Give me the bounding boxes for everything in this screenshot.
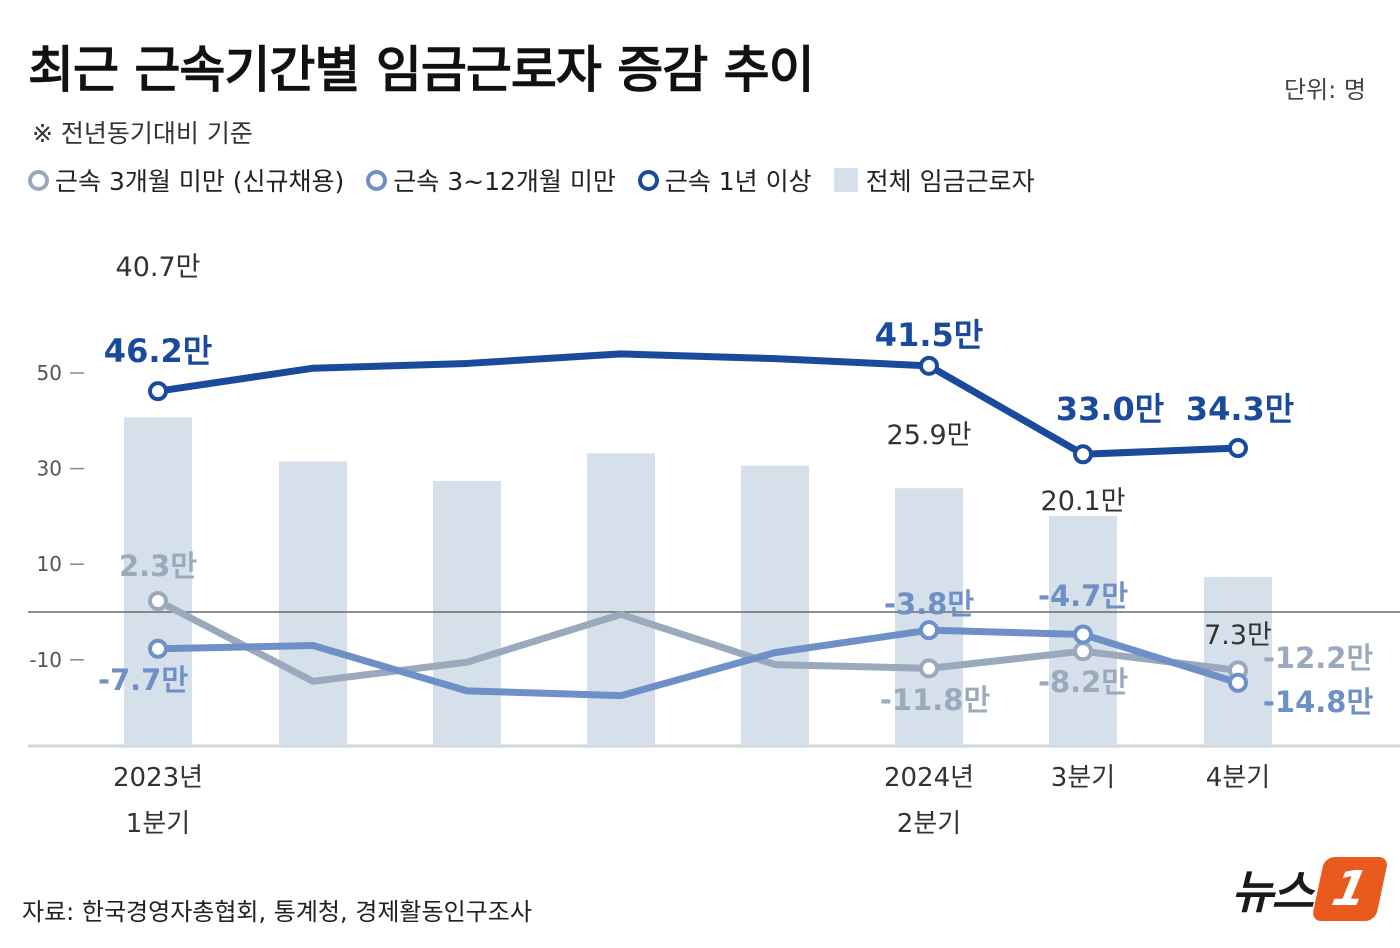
series-line-2 — [154, 597, 1242, 685]
legend-marker-total — [833, 168, 858, 192]
series-line-1 — [154, 626, 1242, 700]
legend-marker-new-hire — [28, 169, 49, 191]
x-label-2-line1: 3분기 — [1051, 763, 1115, 793]
series-0-marker-7 — [1228, 438, 1248, 459]
series-0-label-7: 34.3만 — [1186, 390, 1294, 428]
legend-marker-3-12-months — [366, 169, 388, 191]
bar-label-5: 25.9만 — [887, 420, 972, 451]
series-2-label-7: -12.2만 — [1263, 641, 1374, 675]
series-2-marker-0 — [148, 591, 168, 612]
bar-total-5 — [895, 488, 963, 746]
y-tick-label-2: 10 — [37, 552, 62, 576]
bar-label-0: 40.7만 — [116, 252, 201, 283]
series-1-label-0: -7.7만 — [98, 663, 188, 697]
legend-label-3-12-months: 근속 3~12개월 미만 — [393, 167, 616, 196]
bar-total-2 — [433, 481, 501, 746]
y-tick-label-1: 30 — [37, 457, 62, 481]
y-tick-label-0: 50 — [37, 361, 62, 385]
bar-total-3 — [587, 453, 655, 746]
series-1-marker-7 — [1228, 672, 1248, 693]
bar-total-0 — [124, 417, 192, 746]
x-label-0-line1: 2023년 — [113, 763, 203, 793]
series-2-label-6: -8.2만 — [1038, 665, 1128, 699]
bar-label-7: 7.3만 — [1204, 620, 1272, 651]
bar-total-1 — [279, 461, 347, 746]
legend-label-new-hire: 근속 3개월 미만 (신규채용) — [55, 167, 345, 196]
logo-mark: 1 — [1327, 861, 1373, 917]
x-label-1-line1: 2024년 — [884, 763, 974, 793]
series-0-marker-0 — [148, 381, 168, 402]
legend-marker-over-1-year — [637, 169, 659, 191]
legend-item-new-hire: 근속 3개월 미만 (신규채용) — [28, 162, 344, 198]
series-0-label-0: 46.2만 — [104, 332, 212, 370]
chart-title: 최근 근속기간별 임금근로자 증감 추이 — [28, 41, 815, 99]
series-2-label-5: -11.8만 — [880, 683, 991, 717]
series-2-label-0: 2.3만 — [119, 549, 197, 583]
legend-label-total: 전체 임금근로자 — [865, 167, 1035, 196]
series-0-marker-6 — [1073, 444, 1093, 465]
series-2-marker-5 — [919, 658, 939, 679]
series-1-marker-6 — [1073, 624, 1093, 645]
news1-logo: 뉴스 1 — [1231, 856, 1389, 922]
series-0-label-6: 33.0만 — [1056, 390, 1164, 428]
x-label-1-line2: 2분기 — [897, 809, 961, 839]
series-0-label-5: 41.5만 — [875, 316, 983, 354]
series-1-marker-5 — [919, 620, 939, 641]
bar-total-4 — [741, 465, 809, 746]
source-note: 자료: 한국경영자총협회, 통계청, 경제활동인구조사 — [22, 898, 532, 926]
y-tick-label-3: -10 — [29, 648, 62, 672]
unit-label: 단위: 명 — [1284, 76, 1366, 104]
series-1-label-7: -14.8만 — [1263, 685, 1374, 719]
x-label-0-line2: 1분기 — [126, 809, 190, 839]
series-2-marker-6 — [1073, 641, 1093, 662]
legend-item-over-1-year: 근속 1년 이상 — [637, 162, 812, 198]
x-label-3-line1: 4분기 — [1206, 763, 1270, 793]
legend: 근속 3개월 미만 (신규채용) 근속 3~12개월 미만 근속 1년 이상 전… — [28, 162, 1057, 198]
series-1-marker-0 — [148, 638, 168, 659]
chart-subtitle: ※ 전년동기대비 기준 — [32, 119, 253, 148]
legend-item-total: 전체 임금근로자 — [833, 162, 1035, 198]
legend-label-over-1-year: 근속 1년 이상 — [664, 167, 812, 196]
logo-text: 뉴스 — [1231, 865, 1314, 919]
logo-badge: 1 — [1311, 857, 1389, 921]
bar-label-6: 20.1만 — [1041, 486, 1126, 517]
series-1-label-6: -4.7만 — [1038, 579, 1128, 613]
series-line-0 — [154, 350, 1242, 458]
series-0-marker-5 — [919, 355, 939, 376]
series-1-label-5: -3.8만 — [884, 587, 974, 621]
legend-item-3-12-months: 근속 3~12개월 미만 — [366, 162, 616, 198]
